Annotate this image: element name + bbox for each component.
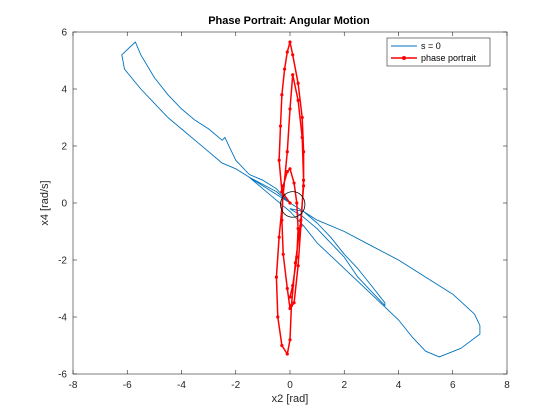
x-tick-label: -8 — [69, 380, 78, 391]
legend-label-s0: s = 0 — [421, 41, 441, 51]
data-point — [274, 275, 279, 279]
x-tick-label: 8 — [504, 380, 510, 391]
data-point — [295, 201, 299, 205]
y-tick-label: 6 — [61, 28, 67, 39]
data-point — [280, 190, 284, 194]
y-tick-label: -6 — [58, 370, 67, 381]
data-point — [301, 150, 306, 154]
data-point — [295, 255, 299, 259]
data-point — [280, 218, 284, 222]
data-point — [285, 50, 289, 54]
data-point — [288, 107, 292, 111]
data-point — [285, 170, 289, 174]
data-point — [296, 264, 300, 268]
data-point — [288, 201, 292, 205]
data-point — [288, 167, 292, 171]
series-layer — [121, 40, 481, 358]
data-point — [291, 284, 295, 288]
data-point — [292, 181, 296, 185]
data-point — [285, 286, 289, 291]
y-tick-label: 0 — [61, 199, 67, 210]
legend-marker-phase-portrait — [402, 56, 406, 60]
y-tick-label: -2 — [58, 256, 67, 267]
x-tick-label: 4 — [396, 380, 402, 391]
data-point — [288, 295, 292, 299]
data-point — [277, 158, 281, 162]
y-tick-label: 2 — [61, 142, 67, 153]
data-point — [280, 343, 284, 348]
plot-area — [72, 31, 508, 375]
data-point — [296, 227, 300, 231]
data-point — [278, 124, 283, 128]
y-axis: -6 -4 -2 0 2 4 6 — [58, 28, 507, 381]
data-point — [285, 150, 289, 154]
x-axis-label: x2 [rad] — [272, 393, 309, 405]
origin-circle-annotation — [280, 191, 306, 218]
data-point — [301, 178, 306, 182]
data-point — [299, 218, 303, 222]
data-point — [293, 261, 298, 265]
data-point — [300, 135, 304, 140]
legend-label-phase-portrait: phase portrait — [421, 53, 477, 63]
legend: s = 0 phase portrait — [386, 37, 491, 67]
data-point — [282, 67, 287, 71]
data-point — [291, 73, 295, 77]
data-point — [288, 338, 292, 342]
x-tick-label: 6 — [450, 380, 456, 391]
data-point — [285, 352, 289, 356]
data-point — [281, 184, 285, 188]
x-tick-label: -2 — [231, 380, 240, 391]
x-tick-label: -6 — [123, 380, 132, 391]
data-point — [288, 306, 292, 311]
y-tick-label: -4 — [58, 313, 67, 324]
data-point — [299, 224, 303, 228]
data-point — [296, 81, 300, 85]
data-point — [300, 115, 304, 120]
series-line-s0 — [121, 41, 481, 358]
x-axis: -8 -6 -4 -2 0 2 4 6 8 — [69, 32, 510, 391]
x-tick-label: 2 — [341, 380, 347, 391]
data-point — [301, 184, 306, 188]
y-tick-label: 4 — [61, 85, 67, 96]
data-point — [276, 315, 280, 319]
data-point — [296, 98, 300, 102]
x-tick-label: 0 — [287, 380, 293, 391]
x-tick-label: -4 — [177, 380, 186, 391]
data-point — [292, 301, 296, 305]
data-point — [277, 235, 281, 239]
data-point — [281, 252, 285, 256]
legend-box — [386, 37, 491, 67]
y-axis-label: x4 [rad/s] — [39, 180, 51, 225]
data-point — [291, 53, 295, 57]
data-point — [289, 304, 293, 308]
chart-title: Phase Portrait: Angular Motion — [208, 15, 370, 27]
annotation-layer — [280, 191, 306, 218]
data-point — [280, 93, 284, 97]
data-point — [288, 40, 292, 44]
